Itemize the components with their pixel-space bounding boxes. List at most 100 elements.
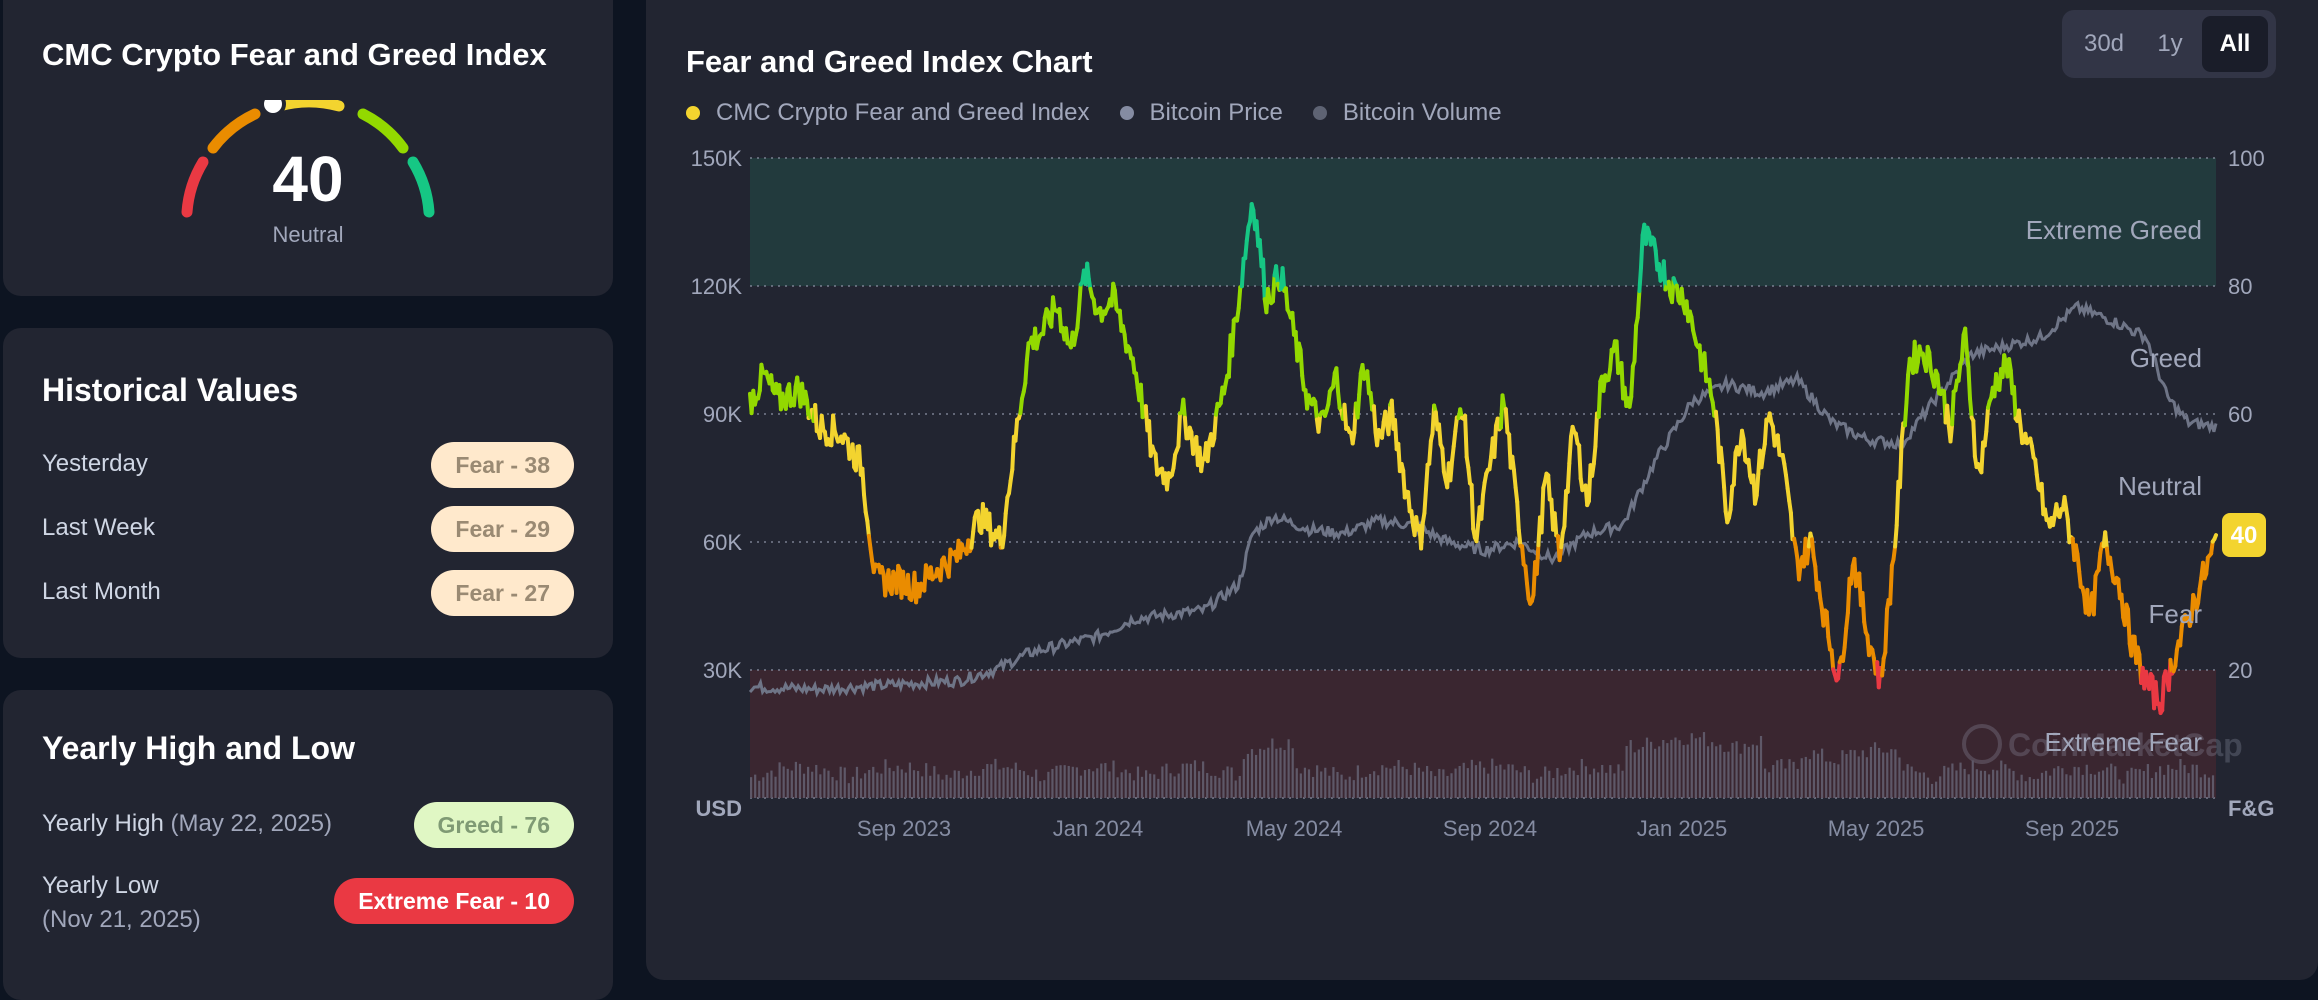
volume-bar [1907,764,1909,798]
volume-bar [2147,764,2149,798]
volume-bar [1911,767,1913,798]
fng-segment [1315,402,1317,420]
volume-bar [1023,771,1025,798]
fng-segment [1905,402,1907,425]
volume-bar [1845,754,1847,798]
volume-bar [1027,775,1029,798]
volume-bar [1715,746,1717,798]
volume-bar [1674,738,1676,798]
volume-bar [791,771,793,798]
fng-segment [1749,460,1751,476]
fng-segment [822,416,824,430]
volume-bar [1996,770,1998,798]
volume-bar [1740,754,1742,798]
volume-bar [783,766,785,798]
volume-bar [758,781,760,798]
volume-bar [1866,757,1868,798]
volume-bar [1108,771,1110,798]
volume-bar [1638,750,1640,798]
volume-bar [1019,770,1021,798]
volume-bar [779,762,781,798]
volume-bar [831,777,833,798]
fng-segment [1682,289,1684,306]
volume-bar [1292,748,1294,798]
volume-bar [1650,742,1652,798]
fng-segment [1731,487,1733,510]
volume-bar [950,778,952,798]
volume-bar [1165,764,1167,798]
volume-bar [937,774,939,798]
volume-bar [1068,766,1070,798]
volume-bar [770,771,772,798]
fng-segment [1336,368,1338,391]
fng-segment [1276,266,1278,284]
volume-bar [1744,744,1746,798]
yearly-high-label: Yearly High (May 22, 2025) [42,810,332,838]
volume-bar [1841,750,1843,798]
fng-segment [2094,576,2096,614]
volume-bar [1202,761,1204,798]
volume-bar [909,763,911,798]
volume-bar [2025,781,2027,798]
volume-bar [1626,746,1628,798]
volume-bar [1711,742,1713,798]
history-label-last-month: Last Month [42,578,161,606]
volume-bar [1980,771,1982,798]
fng-segment [1367,371,1369,393]
y-right-tick-100: 100 [2228,146,2265,171]
volume-bar [2200,777,2202,798]
volume-bar [958,771,960,798]
x-label-sep-2025: Sep 2025 [2025,816,2119,841]
fng-segment [1066,328,1068,343]
x-label-may-2025: May 2025 [1828,816,1925,841]
volume-bar [929,776,931,798]
volume-bar [1361,778,1363,798]
volume-bar [1145,770,1147,798]
fng-segment [1424,489,1426,513]
volume-bar [1450,773,1452,798]
fng-segment [1239,287,1241,308]
fng-segment [885,581,887,596]
volume-bar [1642,747,1644,798]
fng-segment [1959,365,1961,381]
fng-segment [1455,417,1457,431]
fng-segment [1594,446,1596,463]
volume-bar [864,773,866,798]
fng-segment [1263,260,1265,300]
fng-segment [1757,474,1759,496]
fng-segment [908,575,910,599]
volume-bar [1666,743,1668,798]
volume-bar [1577,775,1579,798]
fng-segment [1807,547,1809,564]
volume-bar [1092,771,1094,798]
volume-bar [2004,764,2006,798]
volume-bar [1263,750,1265,798]
volume-bar [1788,759,1790,798]
volume-bar [803,774,805,798]
volume-bar [1947,768,1949,798]
volume-bar [1328,776,1330,798]
fng-segment [1542,488,1544,533]
volume-bar [1357,765,1359,798]
fng-segment [1791,513,1793,539]
volume-bar [872,767,874,798]
fng-segment [1762,454,1764,467]
volume-bar [1055,766,1057,798]
gauge-indicator [262,100,284,115]
volume-bar [888,768,890,798]
fng-segment [999,527,1001,547]
volume-bar [1560,776,1562,798]
fng-segment [1965,329,1967,352]
volume-bar [1723,752,1725,798]
volume-bar [880,774,882,798]
volume-bar [1764,769,1766,798]
volume-bar [1076,767,1078,798]
volume-bar [1214,776,1216,798]
x-label-may-2024: May 2024 [1246,816,1343,841]
fng-segment [1812,539,1814,557]
volume-bar [1691,733,1693,798]
fear-greed-chart[interactable]: CoinMarketCap Extreme Greed Greed Neutra… [646,0,2318,980]
fng-segment [903,572,905,593]
fng-segment [1525,566,1527,583]
fng-segment [1537,545,1539,574]
